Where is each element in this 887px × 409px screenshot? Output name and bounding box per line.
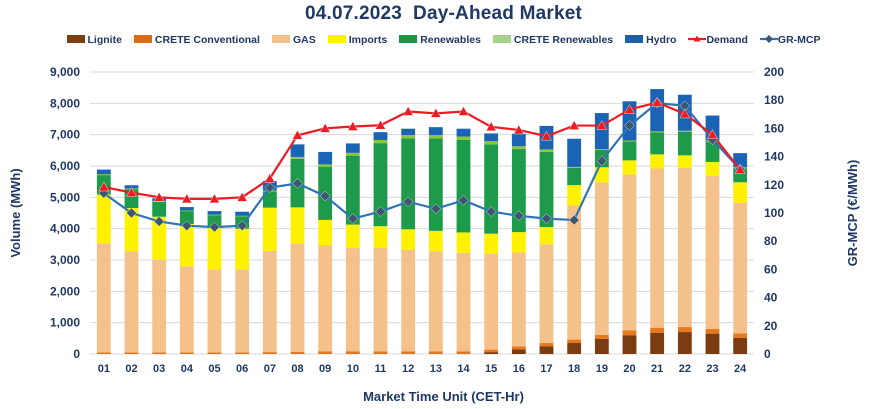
svg-text:18: 18 [568,363,580,375]
svg-text:03: 03 [153,363,165,375]
svg-text:08: 08 [291,363,303,375]
svg-text:05: 05 [208,363,220,375]
svg-text:0: 0 [764,347,771,361]
svg-text:9,000: 9,000 [50,65,80,79]
svg-text:01: 01 [98,363,110,375]
svg-text:40: 40 [764,291,778,305]
svg-text:22: 22 [679,363,691,375]
svg-text:180: 180 [764,93,784,107]
svg-text:16: 16 [513,363,525,375]
svg-text:20: 20 [764,319,778,333]
svg-text:8,000: 8,000 [50,96,80,110]
svg-text:60: 60 [764,262,778,276]
svg-text:15: 15 [485,363,497,375]
svg-text:23: 23 [706,363,718,375]
svg-text:14: 14 [457,363,470,375]
svg-text:80: 80 [764,234,778,248]
svg-text:4,000: 4,000 [50,222,80,236]
svg-text:7,000: 7,000 [50,128,80,142]
svg-text:13: 13 [430,363,442,375]
svg-text:02: 02 [125,363,137,375]
svg-text:100: 100 [764,206,784,220]
svg-text:21: 21 [651,363,663,375]
svg-text:10: 10 [347,363,359,375]
svg-text:04: 04 [181,363,194,375]
svg-text:07: 07 [264,363,276,375]
svg-text:5,000: 5,000 [50,190,80,204]
svg-text:160: 160 [764,121,784,135]
svg-text:200: 200 [764,65,784,79]
svg-text:17: 17 [540,363,552,375]
svg-text:1,000: 1,000 [50,316,80,330]
svg-text:11: 11 [375,363,387,375]
svg-text:3,000: 3,000 [50,253,80,267]
svg-text:2,000: 2,000 [50,284,80,298]
svg-text:20: 20 [623,363,635,375]
svg-text:09: 09 [319,363,331,375]
svg-text:6,000: 6,000 [50,159,80,173]
svg-text:120: 120 [764,178,784,192]
svg-text:19: 19 [596,363,608,375]
svg-text:24: 24 [734,363,747,375]
svg-text:06: 06 [236,363,248,375]
svg-text:12: 12 [402,363,414,375]
svg-text:0: 0 [73,347,80,361]
svg-text:140: 140 [764,150,784,164]
